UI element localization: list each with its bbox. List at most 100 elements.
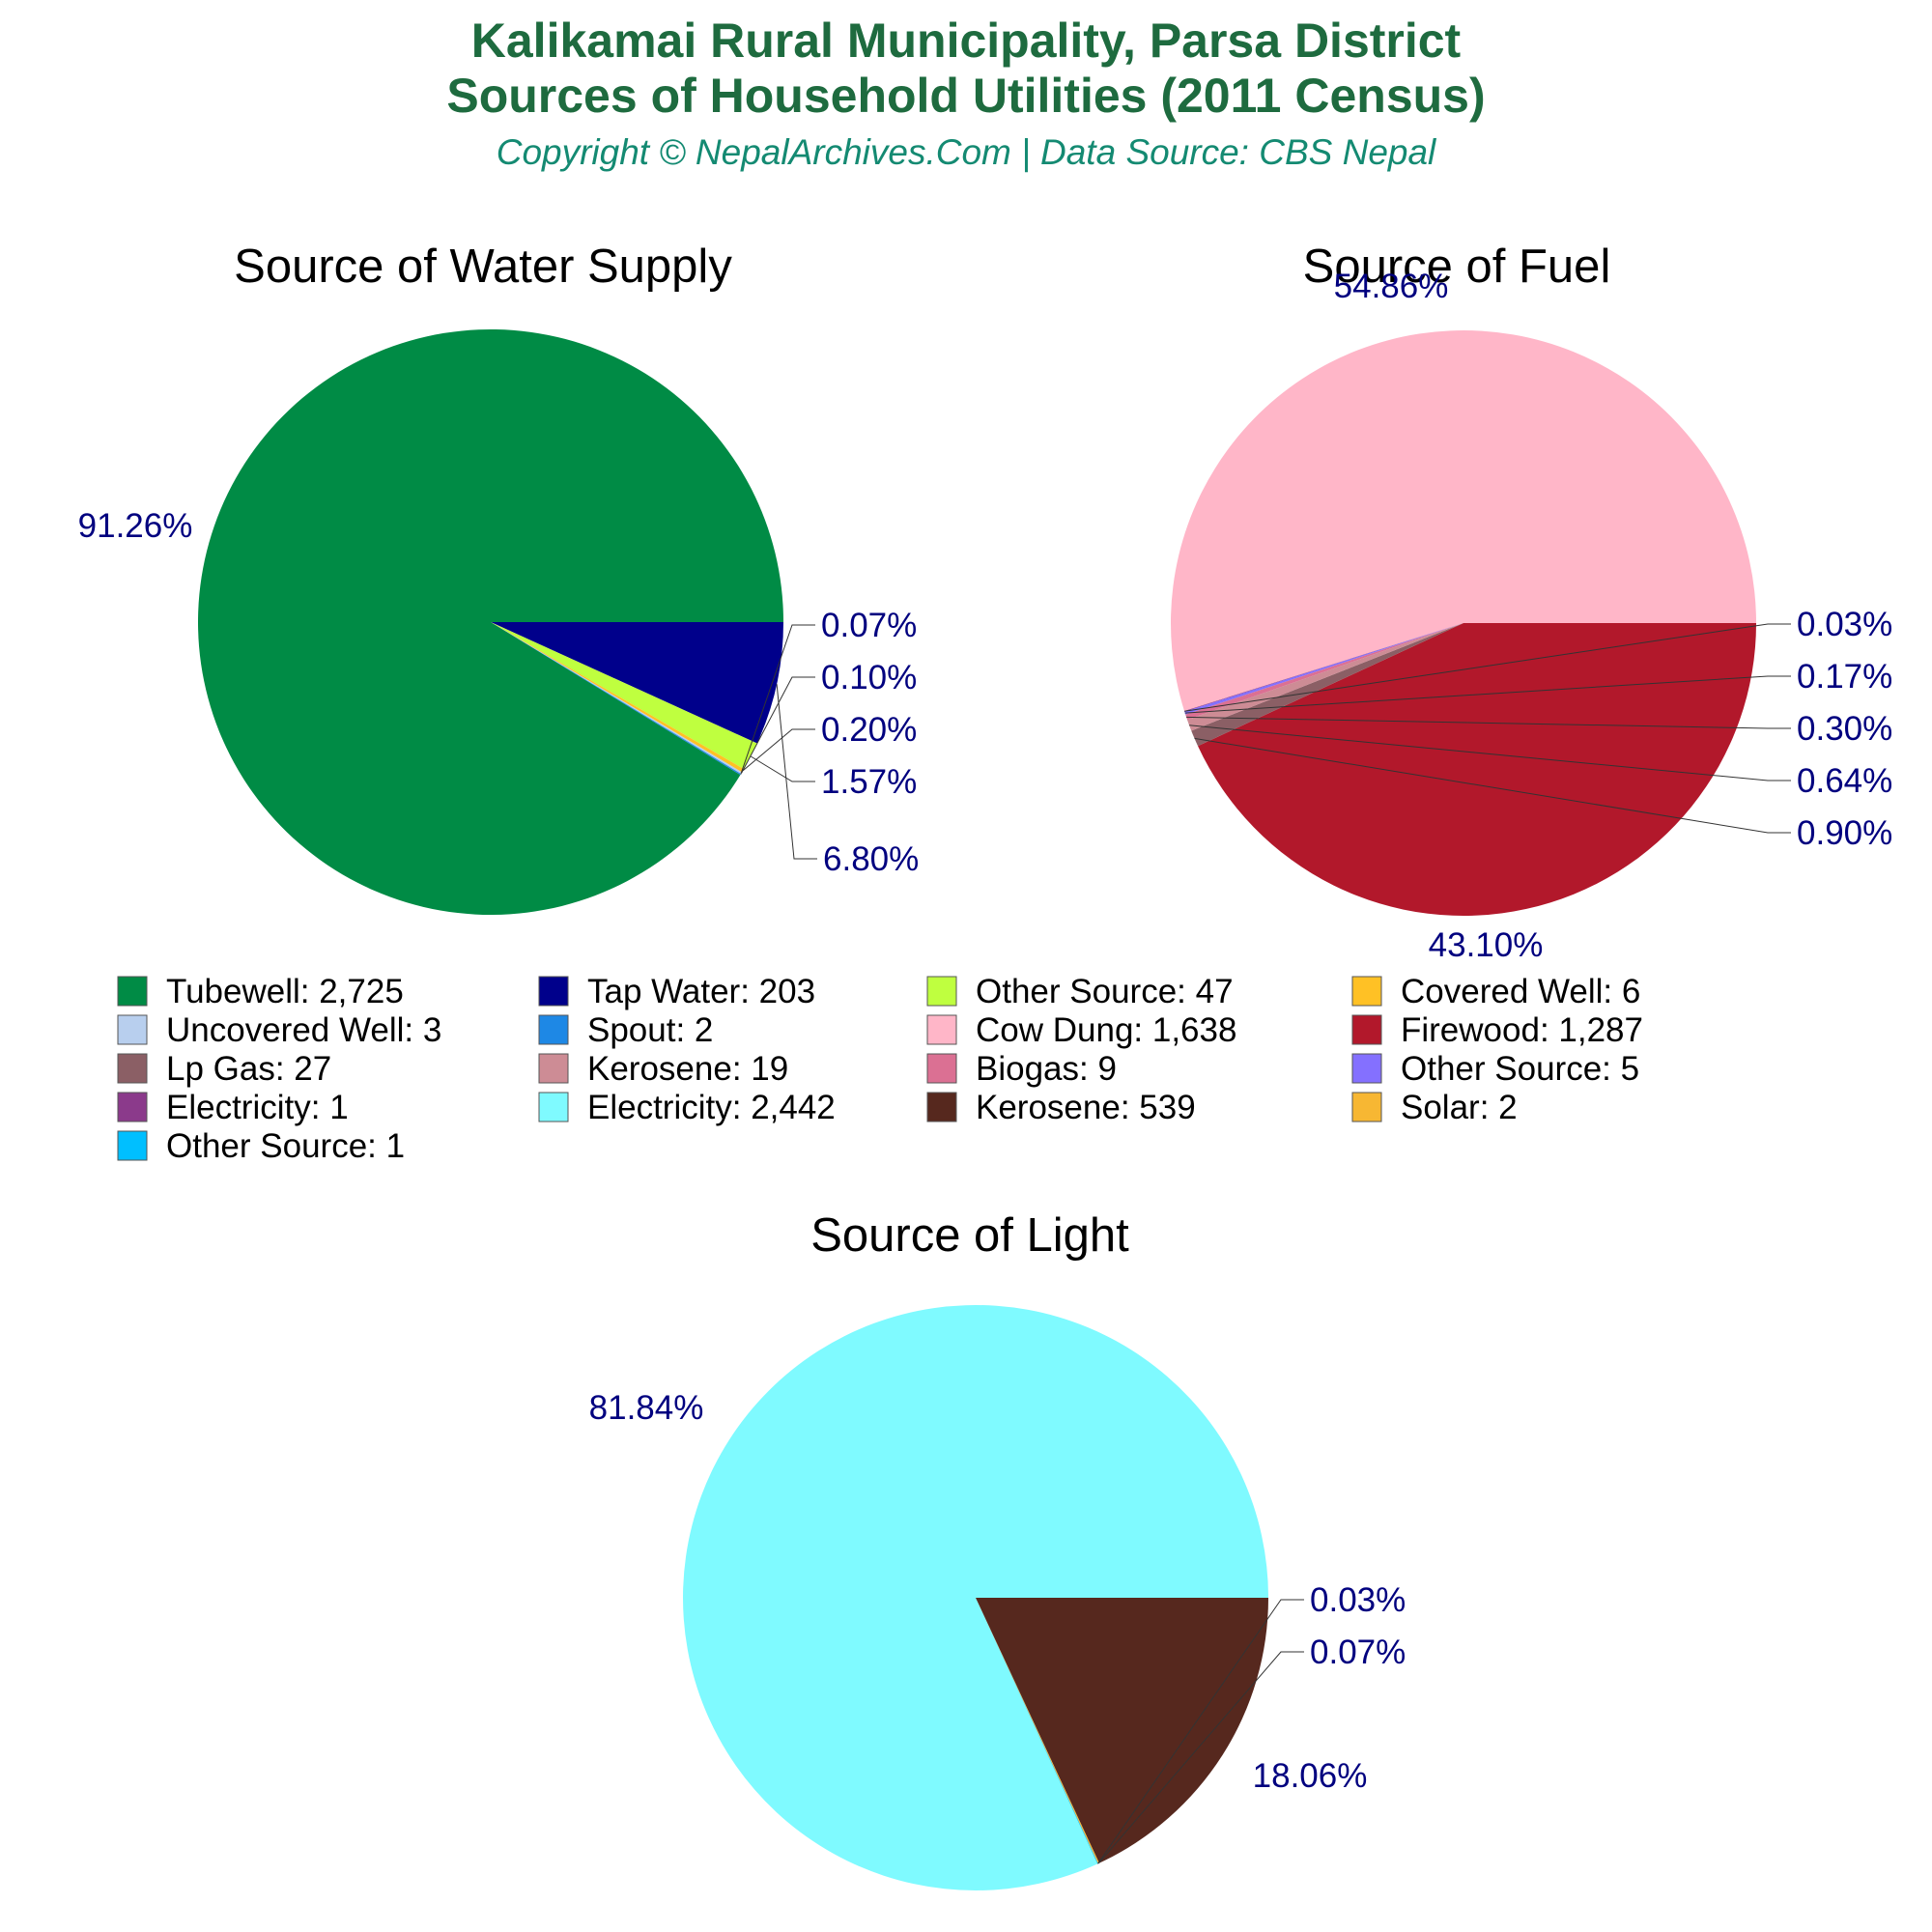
legend-label: Covered Well: 6 bbox=[1401, 973, 1640, 1010]
legend-item-kerosene-539: Kerosene: 539 bbox=[926, 1089, 1196, 1126]
legend-swatch bbox=[926, 976, 957, 1007]
pct-label-firewood: 43.10% bbox=[1429, 926, 1544, 964]
legend-item-other-source-1: Other Source: 1 bbox=[117, 1127, 405, 1165]
pie-slice-spout bbox=[491, 622, 742, 776]
legend-label: Biogas: 9 bbox=[976, 1050, 1117, 1088]
pie-fuel: 0.03% 0.17% 0.30% 0.64% 0.90% 54.86% 43.10% bbox=[1171, 268, 1892, 964]
legend-label: Firewood: 1,287 bbox=[1401, 1011, 1643, 1049]
pie-title-water: Source of Water Supply bbox=[234, 241, 732, 293]
label-leader-line bbox=[776, 684, 817, 860]
legend-label: Spout: 2 bbox=[587, 1011, 713, 1049]
pct-label-biogas: 0.30% bbox=[1797, 710, 1892, 748]
pct-label-other-source: 1.57% bbox=[821, 763, 917, 801]
legend-swatch bbox=[117, 1130, 148, 1161]
pie-slice-other-source bbox=[1184, 623, 1463, 715]
legend-item-uncovered-well-3: Uncovered Well: 3 bbox=[117, 1011, 441, 1049]
legend-item-firewood-1-287: Firewood: 1,287 bbox=[1351, 1011, 1643, 1049]
legend-item-electricity-2-442: Electricity: 2,442 bbox=[538, 1089, 836, 1126]
legend-item-electricity-1: Electricity: 1 bbox=[117, 1089, 349, 1126]
legend-label: Solar: 2 bbox=[1401, 1089, 1518, 1126]
pct-label-electricity: 0.03% bbox=[1797, 606, 1892, 643]
legend-item-covered-well-6: Covered Well: 6 bbox=[1351, 973, 1640, 1010]
legend-label: Other Source: 1 bbox=[166, 1127, 405, 1165]
legend-item-lp-gas-27: Lp Gas: 27 bbox=[117, 1050, 331, 1088]
pie-slice-other-source bbox=[976, 1598, 1098, 1864]
legend-swatch bbox=[538, 1053, 569, 1084]
legend-swatch bbox=[117, 1092, 148, 1122]
legend-swatch bbox=[117, 1053, 148, 1084]
legend-swatch bbox=[117, 976, 148, 1007]
legend-label: Tap Water: 203 bbox=[587, 973, 815, 1010]
legend-item-tap-water-203: Tap Water: 203 bbox=[538, 973, 815, 1010]
legend-label: Uncovered Well: 3 bbox=[166, 1011, 441, 1049]
pct-label-cow-dung: 54.86% bbox=[1334, 268, 1449, 305]
pie-slice-biogas bbox=[1185, 623, 1463, 721]
legend-item-kerosene-19: Kerosene: 19 bbox=[538, 1050, 788, 1088]
pie-slice-solar bbox=[976, 1598, 1099, 1864]
pct-label-kerosene: 0.64% bbox=[1797, 762, 1892, 800]
pct-label-tap-water: 6.80% bbox=[823, 840, 919, 878]
chart-subtitle: Copyright © NepalArchives.Com | Data Sou… bbox=[497, 132, 1437, 172]
legend-label: Electricity: 1 bbox=[166, 1089, 349, 1126]
legend-label: Electricity: 2,442 bbox=[587, 1089, 836, 1126]
legend-item-tubewell-2-725: Tubewell: 2,725 bbox=[117, 973, 404, 1010]
legend-item-spout-2: Spout: 2 bbox=[538, 1011, 713, 1049]
pie-slice-tap-water bbox=[491, 622, 783, 744]
pie-title-light: Source of Light bbox=[810, 1209, 1129, 1262]
legend-swatch bbox=[538, 976, 569, 1007]
legend-item-other-source-5: Other Source: 5 bbox=[1351, 1050, 1639, 1088]
pie-slice-cow-dung bbox=[1171, 330, 1756, 712]
pct-label-other-source: 0.03% bbox=[1310, 1581, 1406, 1619]
legend-swatch bbox=[1351, 1092, 1382, 1122]
pie-slice-electricity bbox=[1183, 623, 1463, 712]
pct-label-lp-gas: 0.90% bbox=[1797, 814, 1892, 852]
chart-title-line2: Sources of Household Utilities (2011 Cen… bbox=[446, 69, 1485, 123]
label-leader-line bbox=[741, 676, 815, 774]
legend-swatch bbox=[1351, 976, 1382, 1007]
legend-label: Tubewell: 2,725 bbox=[166, 973, 404, 1010]
label-leader-line bbox=[1097, 1599, 1304, 1864]
legend-label: Other Source: 47 bbox=[976, 973, 1234, 1010]
legend-swatch bbox=[926, 1053, 957, 1084]
pct-label-tubewell: 91.26% bbox=[78, 507, 193, 545]
pct-label-solar: 0.07% bbox=[1310, 1634, 1406, 1671]
pie-slice-other-source bbox=[491, 622, 757, 770]
pie-slice-lp-gas bbox=[1191, 623, 1463, 747]
pie-light: 0.03% 0.07% 81.84% 18.06% bbox=[589, 1304, 1406, 1890]
legend-swatch bbox=[926, 1014, 957, 1045]
label-leader-line bbox=[1189, 724, 1791, 781]
legend-swatch bbox=[538, 1092, 569, 1122]
label-leader-line bbox=[750, 755, 815, 782]
pie-slice-uncovered-well bbox=[491, 622, 743, 775]
pie-slice-firewood bbox=[1198, 623, 1756, 917]
label-leader-line bbox=[1186, 716, 1791, 729]
pct-label-covered-well: 0.20% bbox=[821, 711, 917, 749]
pie-slice-tubewell bbox=[197, 328, 783, 915]
legend-swatch bbox=[1351, 1053, 1382, 1084]
label-leader-line bbox=[1184, 675, 1791, 714]
pie-slice-kerosene bbox=[1187, 623, 1463, 731]
legend: Tubewell: 2,725 Tap Water: 203 Other Sourc… bbox=[117, 973, 1643, 1165]
label-leader-line bbox=[1194, 737, 1791, 834]
label-leader-line bbox=[742, 728, 815, 772]
pct-label-kerosene: 18.06% bbox=[1253, 1757, 1368, 1795]
pct-label-other-source: 0.17% bbox=[1797, 658, 1892, 696]
pct-label-uncovered-well: 0.10% bbox=[821, 659, 917, 696]
legend-swatch bbox=[926, 1092, 957, 1122]
legend-item-other-source-47: Other Source: 47 bbox=[926, 973, 1234, 1010]
legend-label: Cow Dung: 1,638 bbox=[976, 1011, 1236, 1049]
legend-item-biogas-9: Biogas: 9 bbox=[926, 1050, 1117, 1088]
pie-slice-kerosene bbox=[976, 1598, 1268, 1863]
label-leader-line bbox=[1097, 1651, 1304, 1864]
legend-swatch bbox=[1351, 1014, 1382, 1045]
legend-swatch bbox=[117, 1014, 148, 1045]
label-leader-line bbox=[740, 624, 815, 775]
pct-label-electricity: 81.84% bbox=[589, 1389, 704, 1427]
pie-slice-covered-well bbox=[491, 622, 745, 773]
legend-label: Kerosene: 19 bbox=[587, 1050, 788, 1088]
chart-title-line1: Kalikamai Rural Municipality, Parsa Dist… bbox=[471, 14, 1462, 68]
legend-label: Kerosene: 539 bbox=[976, 1089, 1196, 1126]
legend-label: Other Source: 5 bbox=[1401, 1050, 1639, 1088]
